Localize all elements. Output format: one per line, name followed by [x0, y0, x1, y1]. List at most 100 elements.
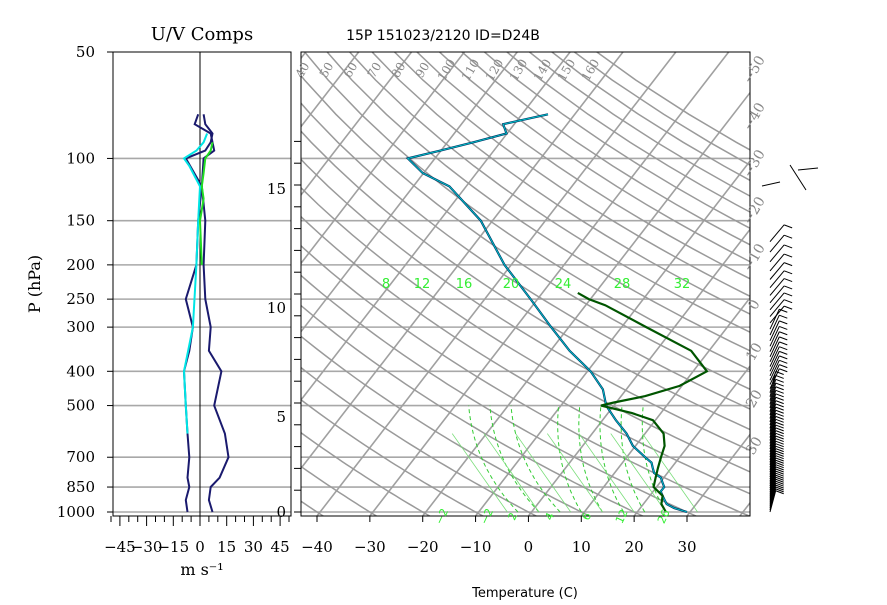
wind-barb-flag [784, 286, 792, 289]
isotherm [0, 52, 359, 516]
pressure-tick-label: 100 [66, 149, 95, 167]
theta-label: 110 [459, 57, 483, 84]
mixing-ratio-label: 28 [614, 277, 631, 292]
dry-adiabat [0, 36, 382, 520]
wind-barb-flag [779, 326, 787, 329]
theta-label: 70 [365, 60, 385, 80]
wind-barb [798, 168, 818, 170]
wind-barb-flag [776, 433, 784, 436]
pressure-tick-label: 50 [76, 43, 95, 61]
mixing-ratio-line [579, 434, 634, 512]
pressure-tick-label: 700 [66, 448, 95, 466]
skewt-xlabel: Temperature (C) [471, 586, 578, 600]
skewt-series [408, 114, 707, 512]
mixing-ratio-label: 16 [456, 277, 473, 292]
wind-barb [770, 321, 779, 341]
skewt-title: 15P 151023/2120 ID=D24B [346, 28, 540, 44]
mixing-ratio-label: 8 [382, 277, 390, 292]
isotherm-label: −20 [740, 194, 769, 228]
theta-label: 140 [531, 57, 555, 84]
wind-barb-flag [779, 332, 787, 335]
height-tick-label: 10 [267, 299, 286, 317]
isotherm [528, 52, 887, 516]
isotherm-label: −40 [740, 100, 769, 134]
mixing-ratio-label: 12 [414, 277, 431, 292]
uv-title: U/V Comps [151, 24, 253, 45]
pressure-tick-label: 1000 [57, 503, 95, 521]
mixing-ratio-line [452, 434, 507, 512]
wind-barb [770, 245, 784, 262]
wind-barb-flag [776, 383, 784, 386]
wind-barb-flag [784, 279, 792, 282]
isotherm [687, 52, 887, 516]
uv-tick-label: 0 [195, 538, 205, 556]
wind-barb [762, 182, 780, 186]
wind-barb-flag [784, 271, 792, 274]
wind-barb-flag [779, 351, 787, 354]
isotherm [476, 52, 835, 516]
uv-xlabel: m s⁻¹ [180, 560, 223, 579]
isotherm [106, 52, 465, 516]
mixing-ratio-label: 24 [555, 277, 572, 292]
isotherm-label: −50 [740, 53, 769, 87]
pressure-tick-label: 150 [66, 212, 95, 230]
dry-adiabat [313, 36, 887, 520]
uv-tick-label: −15 [157, 538, 189, 556]
wind-barb-flag [776, 394, 784, 397]
isotherm-label: 10 [743, 340, 766, 363]
wind-barb [770, 254, 784, 271]
wind-barb-flag [776, 375, 784, 378]
wind-barb-flag [776, 410, 784, 413]
theta-label: 40 [293, 60, 313, 80]
wind-barb-flag [779, 347, 787, 350]
wind-barb [770, 326, 779, 346]
skewt-x-tick-label: 20 [625, 538, 644, 556]
wind-barb-flag [776, 387, 784, 390]
wind-barb-flag [784, 306, 792, 309]
isotherm-label: −30 [740, 147, 769, 181]
wind-barb [770, 293, 784, 310]
skewt-x-tick-label: 0 [524, 538, 534, 556]
wind-barb-flag [776, 413, 784, 416]
moist-adiabat-label: 12 [613, 507, 631, 525]
isotherm-label: 0 [745, 297, 763, 313]
uv-ylabel: P (hPa) [25, 255, 44, 313]
moist-adiabat [621, 406, 645, 512]
wind-barb-flag [776, 401, 784, 404]
wind-barb-flag [784, 245, 792, 248]
uv-tick-label: 30 [244, 538, 263, 556]
height-tick-label: 5 [276, 408, 286, 426]
wind-barb-flag [779, 321, 787, 324]
wind-barb-flag [776, 390, 784, 393]
wind-barb [770, 263, 784, 280]
skewt-x-tick-label: −20 [407, 538, 439, 556]
wind-barb [770, 279, 784, 296]
wind-barb-flag [779, 315, 787, 318]
wind-barb-flag [784, 225, 792, 228]
mixing-ratio-label: 32 [674, 277, 691, 292]
skewt-series-temperature-highlight [408, 114, 687, 512]
theta-label: 100 [435, 57, 459, 84]
pressure-tick-label: 200 [66, 256, 95, 274]
uv-frame [113, 52, 291, 516]
wind-barb-flag [776, 422, 784, 425]
wind-barb-flag [776, 425, 784, 428]
isotherm [0, 52, 147, 516]
wind-barb-flag [784, 235, 792, 238]
skewt-x-tick-label: −40 [301, 538, 333, 556]
uv-series [184, 114, 229, 512]
dry-adiabat [531, 36, 887, 520]
skewt-x-tick-label: −30 [354, 538, 386, 556]
wind-barb-flag [776, 404, 784, 407]
skewt-x-tick-label: −10 [460, 538, 492, 556]
pressure-tick-label: 250 [66, 290, 95, 308]
uv-tick-label: 15 [217, 538, 236, 556]
wind-barb [790, 165, 806, 190]
isotherm [0, 52, 94, 516]
isotherm [793, 52, 887, 516]
uv-series-line [200, 142, 213, 265]
isotherm-label: −10 [740, 241, 769, 275]
